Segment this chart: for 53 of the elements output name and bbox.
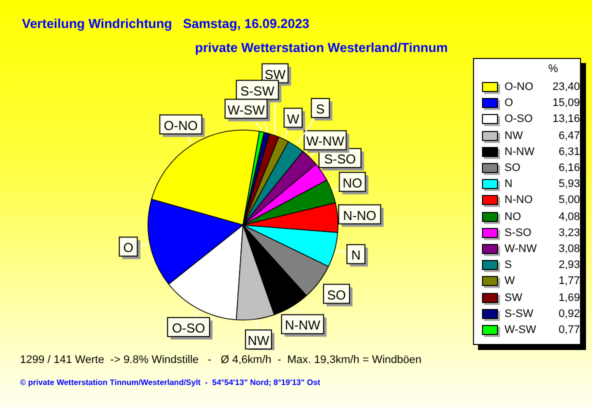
data-label: 3,08 (558, 242, 580, 255)
chart-title: Verteilung Windrichtung Samstag, 16.09.2023 (22, 16, 310, 31)
data-label: 6,31 (558, 146, 580, 158)
legend-label: N-NW (504, 146, 536, 158)
slice-label: O-SO (172, 320, 206, 336)
text: © private Wetterstation Tinnum/Westerland/Sylt - 54°54'13" Nord; 8°19'13" Ost (20, 378, 320, 387)
legend-label: NO (504, 210, 522, 223)
legend-label: N-NO (504, 194, 534, 206)
data-label: 5,00 (558, 194, 580, 206)
slice-label: W-SW (227, 102, 266, 118)
slice-label: S-SW (240, 83, 276, 98)
slice-label: SO (327, 287, 346, 302)
slice-label: S (316, 102, 326, 117)
legend-label: O (504, 97, 514, 110)
legend-label: W-SW (504, 324, 538, 336)
slice-label: S-SO (324, 152, 356, 167)
legend-label: S-SW (504, 308, 534, 320)
data-label: 5,93 (558, 178, 580, 190)
data-label: 6,47 (558, 130, 580, 142)
data-label: 15,09 (551, 97, 580, 110)
slice-label: N-NO (343, 208, 376, 223)
legend-label: SO (504, 162, 522, 174)
data-label: 23,40 (551, 81, 580, 94)
legend-label: W (504, 275, 516, 288)
legend-label: S (504, 259, 513, 272)
slice-label: SW (264, 66, 286, 82)
slice-label: O (123, 240, 134, 256)
legend-title: % (547, 63, 559, 77)
data-label: 1,69 (558, 292, 580, 304)
data-label: 0,92 (558, 308, 580, 320)
slice-label: N (351, 248, 361, 263)
legend-label: SW (504, 292, 524, 304)
legend-label: O-NO (504, 81, 534, 94)
slice-label: N-NW (284, 318, 321, 333)
data-label: 13,16 (551, 113, 580, 126)
legend-label: N (504, 178, 514, 190)
legend-label: O-SO (504, 113, 534, 126)
legend-label: W-NW (504, 242, 538, 255)
data-label: 3,23 (558, 226, 580, 239)
slice-label: NO (342, 175, 362, 190)
text: 1299 / 141 Werte -> 9.8% Windstille - Ø 4,6km/h - Max. 19,3km/h = Windböen (20, 354, 422, 366)
legend-label: NW (504, 130, 524, 142)
data-label: 1,77 (558, 275, 580, 288)
data-label: 0,77 (558, 324, 580, 336)
slice-label: W-NW (306, 134, 345, 149)
data-label: 2,93 (558, 259, 580, 272)
chart-subtitle: private Wetterstation Westerland/Tinnum (195, 40, 448, 55)
slice-label: O-NO (164, 118, 198, 133)
legend-label: S-SO (504, 226, 532, 239)
slice-label: NW (248, 332, 270, 348)
data-label: 6,16 (558, 162, 580, 174)
data-label: 4,08 (558, 210, 580, 223)
slice-label: W (286, 111, 300, 126)
